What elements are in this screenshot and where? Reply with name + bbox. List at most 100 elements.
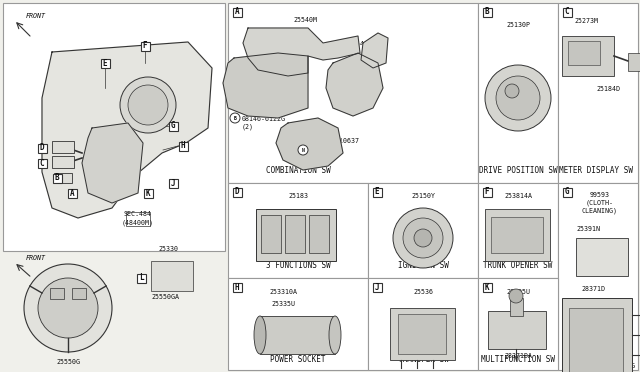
Text: H: H [235, 282, 239, 292]
Text: J: J [171, 179, 175, 187]
FancyBboxPatch shape [483, 187, 492, 196]
Text: G: G [564, 187, 570, 196]
Text: 99593: 99593 [590, 192, 610, 198]
FancyBboxPatch shape [563, 7, 572, 16]
Bar [368, 183, 478, 278]
Text: J25102QG: J25102QG [604, 362, 636, 368]
Bar [52, 141, 74, 153]
Polygon shape [243, 28, 360, 76]
FancyBboxPatch shape [179, 141, 188, 151]
Circle shape [128, 85, 168, 125]
Polygon shape [82, 123, 143, 203]
Bar [256, 209, 336, 261]
Circle shape [485, 65, 551, 131]
Bar [558, 183, 638, 370]
Bar [54, 173, 72, 183]
Polygon shape [361, 33, 388, 68]
Text: D: D [235, 187, 239, 196]
Text: TRUNK OPENER SW: TRUNK OPENER SW [483, 261, 553, 270]
Text: C: C [564, 7, 570, 16]
FancyBboxPatch shape [38, 144, 47, 153]
Text: 28371D: 28371D [581, 286, 605, 292]
Bar [228, 278, 368, 370]
Text: F: F [484, 187, 490, 196]
Circle shape [509, 289, 523, 303]
Text: 25550G: 25550G [56, 359, 80, 365]
Text: MULTIFUNCTION SW: MULTIFUNCTION SW [481, 355, 555, 364]
Bar [228, 3, 478, 183]
Text: G: G [171, 122, 175, 131]
Bar [488, 311, 546, 349]
FancyBboxPatch shape [168, 179, 177, 187]
Text: (CLOTH-: (CLOTH- [586, 200, 614, 206]
Text: K: K [146, 189, 150, 198]
Text: DRIVE POSITION SW: DRIVE POSITION SW [479, 166, 557, 175]
Circle shape [298, 145, 308, 155]
Bar [558, 3, 638, 183]
Text: 25549: 25549 [348, 41, 368, 47]
Text: 253814A: 253814A [504, 193, 532, 199]
Text: POWER SOCKET: POWER SOCKET [270, 355, 326, 364]
Circle shape [414, 229, 432, 247]
FancyBboxPatch shape [232, 7, 241, 16]
Text: 25130P: 25130P [506, 22, 530, 28]
Text: 25540M: 25540M [293, 17, 317, 23]
Bar [309, 215, 329, 253]
Bar [50, 288, 64, 299]
FancyBboxPatch shape [232, 282, 241, 292]
Text: B: B [484, 7, 490, 16]
Polygon shape [276, 118, 343, 170]
FancyBboxPatch shape [38, 158, 47, 167]
Text: 25184D: 25184D [596, 86, 620, 92]
FancyBboxPatch shape [136, 273, 145, 282]
Text: 3 FUNCTIONS SW: 3 FUNCTIONS SW [266, 261, 330, 270]
Polygon shape [42, 42, 212, 218]
FancyBboxPatch shape [141, 42, 150, 51]
FancyBboxPatch shape [52, 173, 61, 183]
Circle shape [393, 208, 453, 268]
Bar [52, 156, 74, 168]
Text: COMBINATION SW: COMBINATION SW [266, 166, 330, 175]
Ellipse shape [329, 316, 341, 354]
Text: SEC.484: SEC.484 [124, 211, 152, 217]
Text: 28371DA: 28371DA [504, 353, 532, 359]
Bar [285, 215, 305, 253]
Text: C: C [40, 158, 44, 167]
Text: 08146-6122G
(2): 08146-6122G (2) [242, 116, 286, 129]
Text: E: E [374, 187, 380, 196]
Bar [478, 278, 558, 370]
Text: CLEANING): CLEANING) [582, 208, 618, 215]
Text: A: A [235, 7, 239, 16]
Text: 25335U: 25335U [271, 301, 295, 307]
Bar [478, 183, 558, 278]
Bar [628, 53, 640, 71]
Circle shape [505, 84, 519, 98]
FancyBboxPatch shape [372, 187, 381, 196]
Text: 25550GA: 25550GA [151, 294, 179, 300]
Bar [568, 41, 600, 65]
Circle shape [24, 264, 112, 352]
Circle shape [38, 278, 98, 338]
Text: FRONT: FRONT [26, 13, 46, 19]
FancyBboxPatch shape [483, 282, 492, 292]
Bar [390, 308, 455, 360]
Text: 28395U: 28395U [506, 289, 530, 295]
Text: 25391N: 25391N [576, 226, 600, 232]
Bar [261, 215, 281, 253]
Text: D: D [40, 144, 44, 153]
FancyBboxPatch shape [563, 187, 572, 196]
Text: 25150Y: 25150Y [411, 193, 435, 199]
Text: 253310A: 253310A [269, 289, 297, 295]
Text: K: K [484, 282, 490, 292]
Text: (48400M): (48400M) [122, 219, 154, 225]
Text: 25183: 25183 [288, 193, 308, 199]
FancyBboxPatch shape [168, 122, 177, 131]
Bar [151, 261, 193, 291]
Bar [485, 209, 550, 261]
Bar [228, 183, 368, 278]
Text: H: H [180, 141, 186, 151]
Circle shape [496, 76, 540, 120]
FancyBboxPatch shape [232, 187, 241, 196]
Ellipse shape [254, 316, 266, 354]
FancyBboxPatch shape [143, 189, 152, 198]
